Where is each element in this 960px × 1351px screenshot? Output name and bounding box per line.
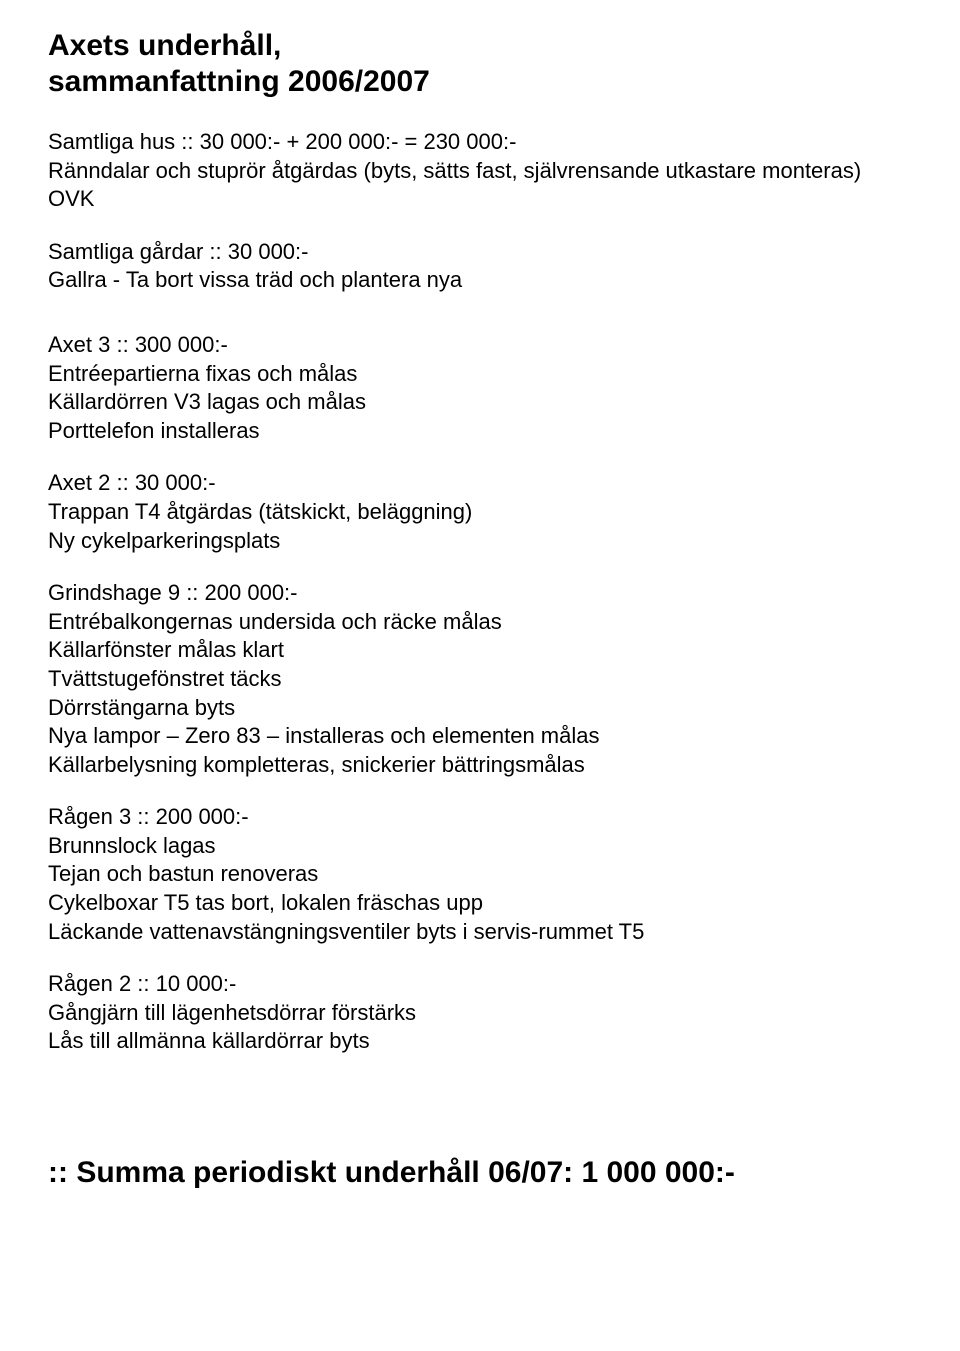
title-line-1: Axets underhåll, — [48, 28, 912, 64]
section-line: Nya lampor – Zero 83 – installeras och e… — [48, 722, 912, 751]
section-line: Ränndalar och stuprör åtgärdas (byts, sä… — [48, 157, 912, 186]
section-line: Entréepartierna fixas och målas — [48, 360, 912, 389]
section-line: OVK — [48, 185, 912, 214]
section-heading: Samtliga gårdar :: 30 000:- — [48, 238, 912, 267]
section-heading: Samtliga hus :: 30 000:- + 200 000:- = 2… — [48, 128, 912, 157]
section-line: Tvättstugefönstret täcks — [48, 665, 912, 694]
section: Samtliga gårdar :: 30 000:-Gallra - Ta b… — [48, 238, 912, 295]
section-heading: Rågen 3 :: 200 000:- — [48, 803, 912, 832]
section: Rågen 3 :: 200 000:-Brunnslock lagasTeja… — [48, 803, 912, 946]
section-heading: Grindshage 9 :: 200 000:- — [48, 579, 912, 608]
section-line: Entrébalkongernas undersida och räcke må… — [48, 608, 912, 637]
section-heading: Axet 3 :: 300 000:- — [48, 331, 912, 360]
section: Rågen 2 :: 10 000:-Gångjärn till lägenhe… — [48, 970, 912, 1056]
section-line: Tejan och bastun renoveras — [48, 860, 912, 889]
section-line: Lås till allmänna källardörrar byts — [48, 1027, 912, 1056]
section: Axet 2 :: 30 000:-Trappan T4 åtgärdas (t… — [48, 469, 912, 555]
summary-line: :: Summa periodiskt underhåll 06/07: 1 0… — [48, 1156, 912, 1190]
section-line: Läckande vattenavstängningsventiler byts… — [48, 918, 912, 947]
section-line: Cykelboxar T5 tas bort, lokalen fräschas… — [48, 889, 912, 918]
section-line: Källarfönster målas klart — [48, 636, 912, 665]
section-line: Dörrstängarna byts — [48, 694, 912, 723]
document-title: Axets underhåll, sammanfattning 2006/200… — [48, 28, 912, 100]
section-line: Trappan T4 åtgärdas (tätskickt, beläggni… — [48, 498, 912, 527]
section: Samtliga hus :: 30 000:- + 200 000:- = 2… — [48, 128, 912, 214]
section-line: Källarbelysning kompletteras, snickerier… — [48, 751, 912, 780]
section: Grindshage 9 :: 200 000:-Entrébalkongern… — [48, 579, 912, 779]
title-line-2: sammanfattning 2006/2007 — [48, 64, 912, 100]
section-line: Gångjärn till lägenhetsdörrar förstärks — [48, 999, 912, 1028]
section-line: Gallra - Ta bort vissa träd och plantera… — [48, 266, 912, 295]
section-line: Porttelefon installeras — [48, 417, 912, 446]
section-line: Källardörren V3 lagas och målas — [48, 388, 912, 417]
section: Axet 3 :: 300 000:-Entréepartierna fixas… — [48, 331, 912, 445]
section-heading: Rågen 2 :: 10 000:- — [48, 970, 912, 999]
section-heading: Axet 2 :: 30 000:- — [48, 469, 912, 498]
section-line: Ny cykelparkeringsplats — [48, 527, 912, 556]
sections-container: Samtliga hus :: 30 000:- + 200 000:- = 2… — [48, 128, 912, 1056]
section-line: Brunnslock lagas — [48, 832, 912, 861]
